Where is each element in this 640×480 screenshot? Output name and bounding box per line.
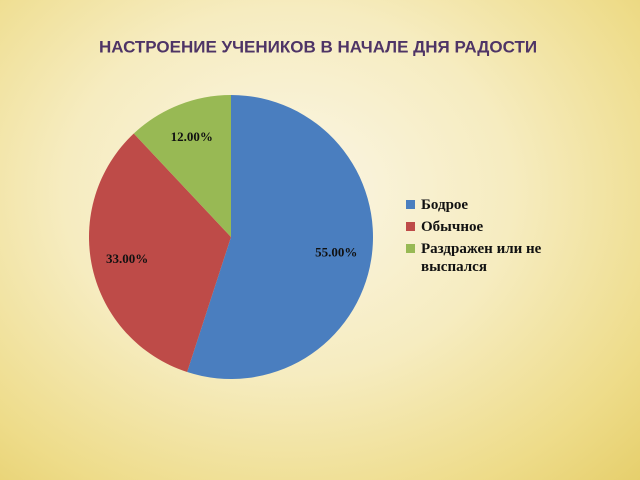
data-label: 12.00% xyxy=(171,129,213,144)
legend-swatch xyxy=(406,200,415,209)
legend-label: Обычное xyxy=(421,219,484,235)
legend: Бодрое Обычное Раздражен или не выспался xyxy=(406,196,576,280)
legend-swatch xyxy=(406,222,415,231)
pie-slice xyxy=(187,95,374,379)
legend-label: Бодрое xyxy=(421,197,469,213)
legend-item: Бодрое xyxy=(406,196,576,214)
data-label: 33.00% xyxy=(106,251,148,266)
legend-label: Раздражен или не выспался xyxy=(421,241,542,275)
legend-item: Раздражен или не выспался xyxy=(406,240,576,276)
data-label: 55.00% xyxy=(315,245,357,260)
legend-item: Обычное xyxy=(406,218,576,236)
chart-title: НАСТРОЕНИЕ УЧЕНИКОВ В НАЧАЛЕ ДНЯ РАДОСТИ xyxy=(99,37,537,56)
legend-swatch xyxy=(406,244,415,253)
pie-slice xyxy=(88,133,232,373)
pie-slice xyxy=(133,95,231,237)
